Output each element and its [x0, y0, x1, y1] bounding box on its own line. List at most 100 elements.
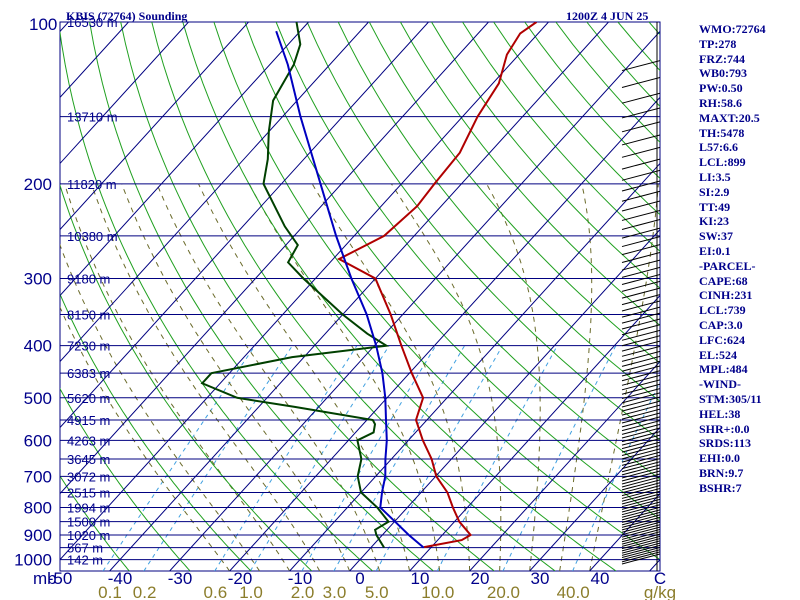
- index-row: BSHR:7: [699, 480, 742, 495]
- wind-barb: [621, 464, 660, 476]
- pressure-label: 300: [24, 270, 52, 289]
- wind-barb: [621, 479, 660, 491]
- height-label: 5620 m: [67, 391, 110, 406]
- index-row: SRDS:113: [699, 436, 752, 451]
- wind-barb: [621, 259, 660, 271]
- wind-barb: [621, 544, 660, 556]
- wind-barb: [621, 445, 660, 456]
- wind-barb: [621, 287, 660, 299]
- isotherm-line: [60, 22, 189, 165]
- wind-barb: [621, 461, 660, 473]
- temperature-axis: mb-50 -40 -30 -20 -10 0 10 20 30 40 C: [33, 569, 666, 588]
- wind-barb: [621, 134, 660, 146]
- wind-barb: [621, 294, 660, 306]
- wind-barb: [621, 438, 660, 450]
- dry-adiabat-line: [306, 22, 660, 441]
- wind-barb: [621, 533, 660, 545]
- wind-barb: [621, 441, 660, 453]
- wind-barb: [621, 551, 660, 563]
- index-row: MPL:484: [699, 362, 748, 377]
- dry-adiabat-line: [399, 22, 660, 327]
- mixing-ratio-tick-label: 2.0: [291, 583, 315, 600]
- mixing-ratio-tick-label: g/kg: [644, 583, 676, 600]
- wind-barb: [621, 473, 660, 485]
- wind-barb: [621, 467, 660, 479]
- pressure-labels: 200 300 400 500 600 700 800 900 1000: [14, 175, 52, 570]
- index-row: TT:49: [699, 199, 731, 214]
- wind-barb: [621, 300, 660, 312]
- wind-barb: [621, 528, 660, 540]
- wind-barb: [621, 540, 660, 552]
- wind-barbs: [621, 22, 660, 571]
- plot-frame: [59, 21, 661, 572]
- index-row: -WIND-: [699, 377, 741, 392]
- wind-barb: [621, 200, 660, 212]
- temperature-profile-line: [336, 22, 538, 549]
- index-row: CINH:231: [699, 288, 753, 303]
- dry-adiabat-line: [213, 22, 660, 561]
- height-label: 8150 m: [67, 307, 110, 322]
- index-row: LI:3.5: [699, 169, 731, 184]
- pressure-label: 700: [24, 467, 52, 486]
- temperature-tick-label: 0: [355, 569, 364, 588]
- wind-barb: [621, 549, 660, 561]
- index-row: STM:305/11: [699, 391, 762, 406]
- wind-barb: [621, 318, 660, 330]
- index-row: SW:37: [699, 229, 734, 244]
- isotherm-line: [469, 360, 660, 571]
- wind-barb: [621, 498, 660, 510]
- wind-barb: [621, 236, 660, 248]
- temperature-tick-label: -40: [108, 569, 133, 588]
- wind-barb: [621, 521, 660, 533]
- index-row: SI:2.9: [699, 184, 730, 199]
- moist-adiabat-line: [248, 183, 441, 571]
- wind-barb: [621, 107, 660, 119]
- wind-barb: [621, 227, 660, 239]
- wind-barb: [621, 501, 660, 513]
- mixing-ratio-tick-label: 0.1: [98, 583, 122, 600]
- station-title: KBIS (72764) Sounding: [66, 9, 187, 23]
- wind-barb: [621, 516, 660, 528]
- temperature-tick-label: -20: [228, 569, 253, 588]
- mixing-ratio-line: [102, 345, 256, 571]
- height-label: 2515 m: [67, 485, 110, 500]
- wind-barb: [621, 370, 660, 382]
- wind-barb: [621, 374, 660, 386]
- dry-adiabat-line: [60, 387, 191, 571]
- mixing-ratio-line: [572, 380, 660, 571]
- index-row: EHI:0.0: [699, 451, 741, 466]
- indices-panel: WMO:72764 TP:278 FRZ:744 WB0:793 PW:0.50 RH:5…: [699, 22, 799, 496]
- wind-barb: [621, 412, 660, 424]
- isotherm-line: [289, 162, 660, 571]
- wind-barb: [621, 485, 660, 497]
- isotherm-line: [60, 22, 69, 33]
- wind-barb: [621, 340, 660, 352]
- wind-barb: [621, 509, 660, 521]
- height-label: 567 m: [67, 541, 103, 556]
- pressure-label: 400: [24, 337, 52, 356]
- temperature-tick-label: 40: [591, 569, 610, 588]
- isotherm-line: [349, 228, 660, 571]
- wind-barb: [621, 514, 660, 526]
- wind-barb: [621, 190, 660, 202]
- index-row: TH:5478: [699, 125, 745, 140]
- mixing-ratio-tick-label: 0.6: [204, 583, 228, 600]
- wind-barb: [621, 404, 660, 416]
- wind-barb: [621, 420, 660, 432]
- wind-barb: [621, 434, 660, 446]
- wind-barb: [621, 329, 660, 341]
- wind-barb: [621, 493, 660, 505]
- wind-barb: [621, 274, 660, 285]
- isotherms: [60, 22, 660, 571]
- isotherm-line: [60, 22, 369, 363]
- wind-barb: [621, 218, 660, 230]
- wind-barb: [621, 448, 660, 460]
- isotherm-line: [60, 22, 249, 231]
- dry-adiabat-line: [89, 22, 434, 571]
- mixing-ratio-line: [375, 345, 503, 571]
- pressure-label: 900: [24, 526, 52, 545]
- wind-barb: [621, 345, 660, 357]
- temperature-tick-label: 30: [531, 569, 550, 588]
- wind-barb: [621, 365, 660, 377]
